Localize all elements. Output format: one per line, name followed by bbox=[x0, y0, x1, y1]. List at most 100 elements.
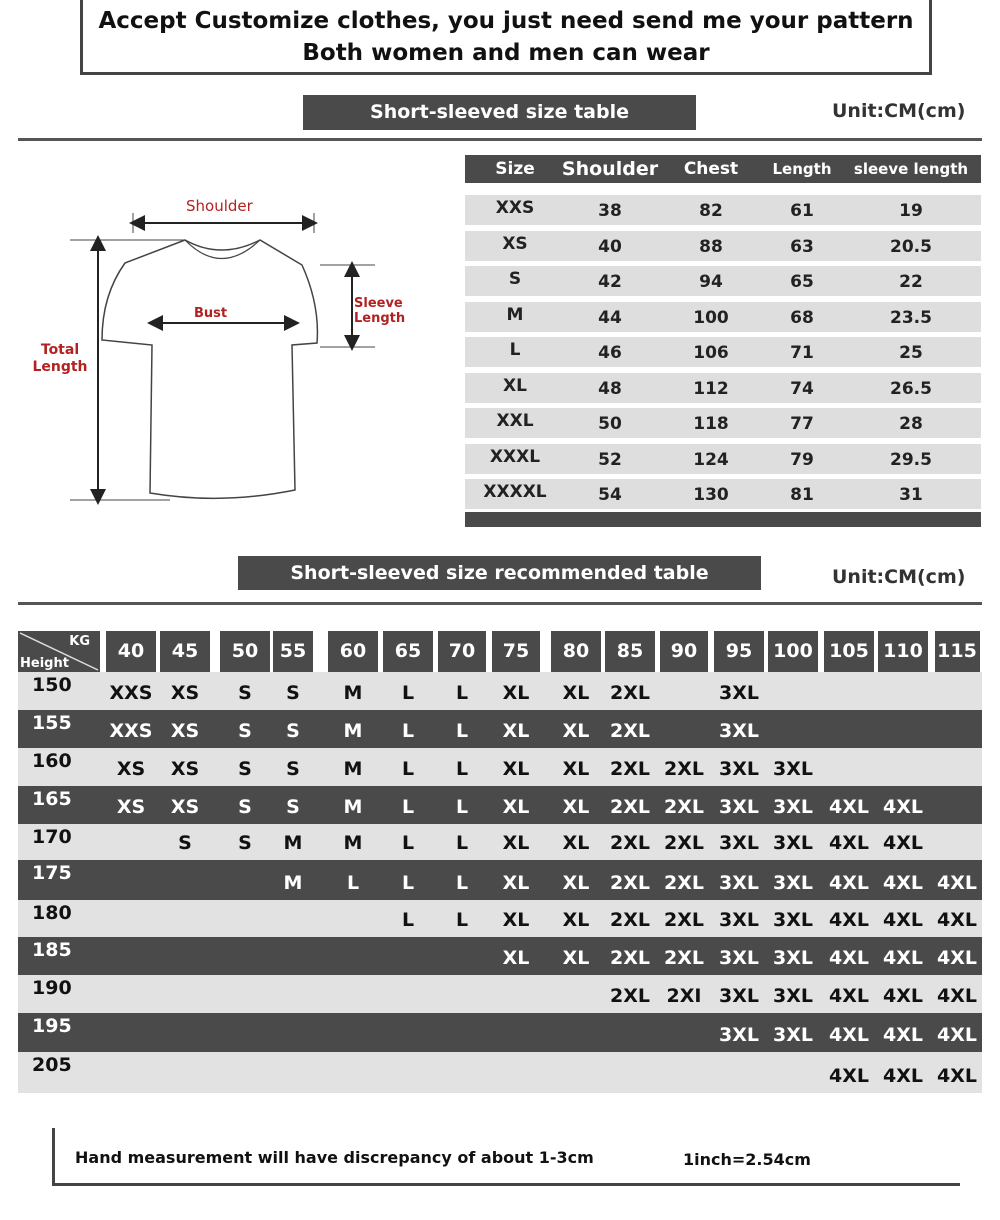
col-length: Length bbox=[772, 160, 832, 178]
size-table-cell: 42 bbox=[598, 272, 622, 292]
size-cell: 4XL bbox=[883, 872, 923, 894]
size-cell: 4XL bbox=[829, 796, 869, 818]
size-table-cell: 88 bbox=[699, 236, 723, 257]
recommend-table-title: Short-sleeved size recommended table bbox=[238, 556, 761, 590]
size-table-row: XXXL 52 124 79 29.5 bbox=[465, 443, 981, 474]
size-cell: 3XL bbox=[719, 947, 759, 969]
size-cell: 4XL bbox=[829, 909, 869, 931]
size-cell: 3XL bbox=[719, 682, 759, 704]
size-cell: M bbox=[343, 796, 363, 818]
size-cell: 2XL bbox=[610, 796, 650, 818]
size-cell: L bbox=[455, 832, 469, 854]
size-cell: XL bbox=[562, 682, 590, 704]
size-cell: M bbox=[283, 832, 303, 854]
size-cell: 3XL bbox=[719, 1024, 759, 1046]
size-table-cell: 54 bbox=[598, 485, 622, 505]
size-table-cell: 130 bbox=[693, 485, 729, 505]
height-label: 190 bbox=[32, 977, 72, 999]
size-cell: M bbox=[343, 832, 363, 854]
size-cell: XS bbox=[170, 720, 200, 742]
size-table-cell: 74 bbox=[790, 378, 814, 399]
size-table-row: M 44 100 68 23.5 bbox=[465, 301, 981, 332]
size-cell: L bbox=[455, 796, 469, 818]
recommend-table-unit: Unit:CM(cm) bbox=[832, 566, 966, 588]
size-table-cell: 52 bbox=[598, 449, 622, 470]
size-cell: 3XL bbox=[773, 1024, 813, 1046]
size-cell: 4XL bbox=[937, 947, 977, 969]
size-cell: M bbox=[343, 720, 363, 742]
weight-header-80: 80 bbox=[551, 631, 601, 672]
size-cell: XL bbox=[562, 832, 590, 854]
size-table-cell: 100 bbox=[693, 307, 729, 328]
size-table-row: XS 40 88 63 20.5 bbox=[465, 230, 981, 261]
size-cell: XS bbox=[170, 682, 200, 704]
size-table-cell: L bbox=[509, 340, 521, 360]
size-cell: XL bbox=[562, 758, 590, 780]
size-cell: 2XL bbox=[610, 758, 650, 780]
size-cell: 3XL bbox=[773, 758, 813, 780]
size-cell: XL bbox=[502, 909, 530, 931]
size-table-cell: 112 bbox=[693, 378, 729, 399]
recommend-row-160: 160 XS XS S S M L L XL XL 2XL 2XL 3XL 3XL bbox=[18, 748, 982, 786]
size-table-cell: 29.5 bbox=[890, 449, 932, 470]
size-cell: 4XL bbox=[883, 832, 923, 854]
height-label: 165 bbox=[32, 788, 72, 810]
height-label: 185 bbox=[32, 939, 72, 961]
size-cell: 4XL bbox=[937, 872, 977, 894]
size-cell: XL bbox=[502, 872, 530, 894]
size-cell: L bbox=[455, 909, 469, 931]
size-cell: L bbox=[401, 796, 415, 818]
size-cell: S bbox=[238, 682, 252, 704]
size-cell: L bbox=[401, 832, 415, 854]
size-cell: 2XL bbox=[610, 682, 650, 704]
recommend-row-165: 165 XS XS S S M L L XL XL 2XL 2XL 3XL 3XL 4XL 4XL bbox=[18, 786, 982, 824]
size-table-cell: 31 bbox=[899, 485, 923, 505]
size-cell: XL bbox=[562, 909, 590, 931]
size-cell: 2XL bbox=[610, 832, 650, 854]
size-cell: XL bbox=[562, 720, 590, 742]
size-table-row: XXXXL 54 130 81 31 bbox=[465, 479, 981, 509]
size-cell: 3XL bbox=[719, 985, 759, 1007]
size-cell: XL bbox=[502, 682, 530, 704]
sleeve-length-label: Sleeve Length bbox=[354, 296, 406, 326]
size-table-row: S 42 94 65 22 bbox=[465, 266, 981, 296]
size-cell: 2XL bbox=[610, 947, 650, 969]
size-cell: S bbox=[286, 758, 300, 780]
height-label: 160 bbox=[32, 750, 72, 772]
size-cell: 4XL bbox=[937, 985, 977, 1007]
size-cell: 3XL bbox=[773, 909, 813, 931]
size-cell: XS bbox=[170, 758, 200, 780]
size-cell: 2XL bbox=[664, 947, 704, 969]
size-table-cell: XXXL bbox=[489, 446, 541, 467]
size-cell: 2XL bbox=[610, 985, 650, 1007]
size-table-cell: XL bbox=[503, 375, 527, 396]
size-cell: 3XL bbox=[719, 720, 759, 742]
size-cell: 3XL bbox=[719, 832, 759, 854]
header-line-1: Accept Customize clothes, you just need … bbox=[98, 8, 914, 34]
size-table-cell: XS bbox=[502, 233, 528, 254]
size-cell: 3XL bbox=[773, 985, 813, 1007]
weight-header-70: 70 bbox=[438, 631, 486, 672]
size-cell: 3XL bbox=[719, 872, 759, 894]
size-cell: 4XL bbox=[883, 909, 923, 931]
size-cell: XXS bbox=[109, 682, 153, 704]
weight-header-105: 105 bbox=[824, 631, 874, 672]
shoulder-label: Shoulder bbox=[186, 197, 253, 215]
size-cell: 2XL bbox=[610, 909, 650, 931]
size-table-footer-bar bbox=[465, 512, 981, 527]
size-cell: L bbox=[455, 758, 469, 780]
size-table-cell: 94 bbox=[699, 272, 723, 292]
weight-header-75: 75 bbox=[492, 631, 540, 672]
bust-label: Bust bbox=[194, 306, 228, 321]
size-table-row: XL 48 112 74 26.5 bbox=[465, 372, 981, 403]
inch-conversion: 1inch=2.54cm bbox=[683, 1150, 811, 1169]
weight-header-110: 110 bbox=[878, 631, 928, 672]
recommend-row-185: 185 XL XL 2XL 2XL 3XL 3XL 4XL 4XL 4XL bbox=[18, 937, 982, 975]
height-label: 205 bbox=[32, 1054, 72, 1076]
height-label: 170 bbox=[32, 826, 72, 848]
size-cell: 4XL bbox=[829, 947, 869, 969]
size-cell: M bbox=[343, 682, 363, 704]
size-cell: L bbox=[455, 682, 469, 704]
size-table-cell: 48 bbox=[598, 378, 622, 399]
header-box: Accept Customize clothes, you just need … bbox=[80, 0, 932, 75]
